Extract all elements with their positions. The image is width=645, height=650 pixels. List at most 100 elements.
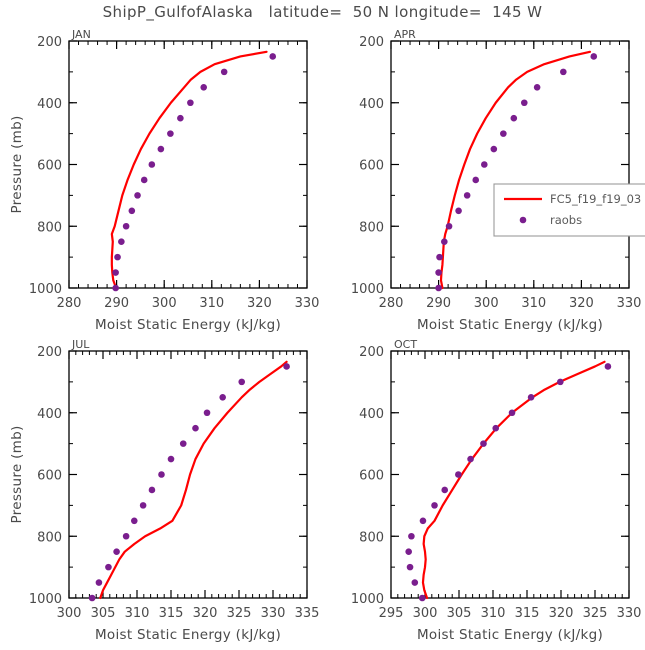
x-tick-label: 330 bbox=[261, 606, 286, 621]
series-marker-raobs bbox=[533, 84, 541, 91]
y-tick-label: 800 bbox=[359, 530, 384, 545]
series-marker-raobs bbox=[445, 222, 453, 230]
series-marker-raobs bbox=[435, 269, 442, 276]
series-marker-raobs bbox=[590, 53, 598, 60]
x-tick-label: 315 bbox=[515, 606, 540, 621]
series-marker-raobs bbox=[406, 563, 414, 571]
x-tick-label: 325 bbox=[227, 606, 252, 621]
x-tick-label: 280 bbox=[57, 296, 82, 311]
y-tick-label: 400 bbox=[37, 97, 62, 112]
plot-frame bbox=[390, 40, 630, 289]
series-marker-raobs bbox=[455, 471, 462, 478]
series-marker-raobs bbox=[140, 176, 148, 184]
series-marker-raobs bbox=[113, 548, 120, 555]
y-tick-label: 400 bbox=[37, 407, 62, 422]
x-tick-label: 290 bbox=[104, 296, 129, 311]
x-tick-label: 310 bbox=[481, 606, 506, 621]
y-tick-label: 800 bbox=[359, 220, 384, 235]
series-marker-raobs bbox=[500, 130, 507, 137]
series-marker-raobs bbox=[527, 394, 535, 401]
series-marker-raobs bbox=[114, 253, 121, 261]
x-tick-label: 320 bbox=[569, 296, 594, 311]
series-marker-raobs bbox=[480, 440, 487, 447]
panel-jan: 280 290 300 310 320 330 200 400 600 800 1000 JAN Moi… bbox=[0, 22, 383, 340]
y-tick-label: 600 bbox=[359, 159, 384, 174]
series-marker-raobs bbox=[158, 471, 165, 478]
plot-frame bbox=[390, 350, 630, 599]
series-marker-raobs bbox=[408, 532, 415, 540]
plot-area-jul: 300 305 310 315 320 325 330 335 200 400 600 800 1000… bbox=[9, 338, 320, 643]
series-marker-raobs bbox=[167, 455, 175, 463]
series-marker-raobs bbox=[118, 238, 125, 245]
series-marker-raobs bbox=[455, 207, 462, 215]
x-tick-label: 280 bbox=[379, 296, 404, 311]
y-tick-label: 400 bbox=[359, 97, 384, 112]
y-tick-label: 600 bbox=[359, 469, 384, 484]
series-marker-raobs bbox=[467, 455, 474, 463]
y-tick-label: 1000 bbox=[29, 592, 62, 607]
series-line-FC5_f19_f19_03 bbox=[110, 50, 268, 290]
panel-apr: 280 290 300 310 320 330 200 400 600 800 1000 APR Moi… bbox=[322, 22, 645, 340]
y-axis-label: Pressure (mb) bbox=[9, 425, 25, 523]
series-marker-raobs bbox=[112, 284, 119, 292]
x-tick-label: 300 bbox=[474, 296, 499, 311]
panel-oct: 295 300 305 310 315 320 325 330 200 400 600 800 1000… bbox=[322, 332, 645, 650]
series-marker-raobs bbox=[122, 222, 130, 230]
x-axis-label: Moist Static Energy (kJ/kg) bbox=[95, 317, 281, 333]
series-marker-raobs bbox=[219, 394, 226, 401]
series-marker-raobs bbox=[220, 68, 228, 76]
series-marker-raobs bbox=[269, 53, 277, 60]
y-tick-label: 600 bbox=[37, 469, 62, 484]
series-marker-raobs bbox=[435, 284, 442, 292]
series-marker-raobs bbox=[148, 486, 156, 494]
x-tick-label: 320 bbox=[247, 296, 272, 311]
plot-area-oct: 295 300 305 310 315 320 325 330 200 400 600 800 1000… bbox=[351, 338, 642, 643]
series-marker-raobs bbox=[481, 161, 488, 168]
series-marker-raobs bbox=[134, 192, 141, 199]
series-marker-raobs bbox=[179, 440, 187, 447]
series-marker-raobs bbox=[508, 409, 516, 417]
x-axis-label: Moist Static Energy (kJ/kg) bbox=[95, 627, 281, 643]
y-tick-label: 200 bbox=[359, 35, 384, 50]
x-tick-label: 310 bbox=[199, 296, 224, 311]
panel-month-label: APR bbox=[394, 28, 416, 41]
series-marker-raobs bbox=[431, 502, 438, 509]
x-tick-label: 305 bbox=[447, 606, 472, 621]
series-marker-raobs bbox=[203, 409, 211, 417]
legend-marker-swatch bbox=[519, 216, 527, 224]
series-marker-raobs bbox=[157, 145, 165, 153]
legend-box bbox=[493, 183, 645, 237]
x-tick-label: 315 bbox=[159, 606, 184, 621]
panel-month-label: JUL bbox=[71, 338, 90, 351]
x-tick-label: 320 bbox=[193, 606, 218, 621]
x-tick-label: 300 bbox=[57, 606, 82, 621]
series-marker-raobs bbox=[105, 563, 112, 571]
series-marker-raobs bbox=[411, 579, 419, 586]
panel-month-label: OCT bbox=[394, 338, 417, 351]
x-tick-label: 300 bbox=[413, 606, 438, 621]
x-tick-label: 300 bbox=[152, 296, 177, 311]
series-marker-raobs bbox=[192, 424, 199, 432]
series-line-FC5_f19_f19_03 bbox=[439, 50, 592, 290]
x-tick-label: 310 bbox=[125, 606, 150, 621]
series-marker-raobs bbox=[441, 238, 448, 245]
series-marker-raobs bbox=[177, 114, 184, 122]
series-line-FC5_f19_f19_03 bbox=[421, 360, 606, 600]
series-marker-raobs bbox=[557, 378, 564, 386]
x-axis-label: Moist Static Energy (kJ/kg) bbox=[417, 627, 603, 643]
panel-jul: 300 305 310 315 320 325 330 335 200 400 600 800 1000… bbox=[0, 332, 383, 650]
x-tick-label: 295 bbox=[379, 606, 404, 621]
series-marker-raobs bbox=[122, 532, 130, 540]
series-marker-raobs bbox=[472, 176, 480, 184]
series-marker-raobs bbox=[520, 99, 528, 107]
series-marker-raobs bbox=[167, 130, 174, 137]
x-tick-label: 330 bbox=[617, 606, 642, 621]
series-marker-raobs bbox=[283, 363, 290, 370]
series-marker-raobs bbox=[238, 378, 246, 386]
plot-frame bbox=[68, 40, 308, 289]
x-tick-label: 335 bbox=[295, 606, 320, 621]
series-marker-raobs bbox=[510, 114, 518, 122]
y-tick-label: 800 bbox=[37, 530, 62, 545]
